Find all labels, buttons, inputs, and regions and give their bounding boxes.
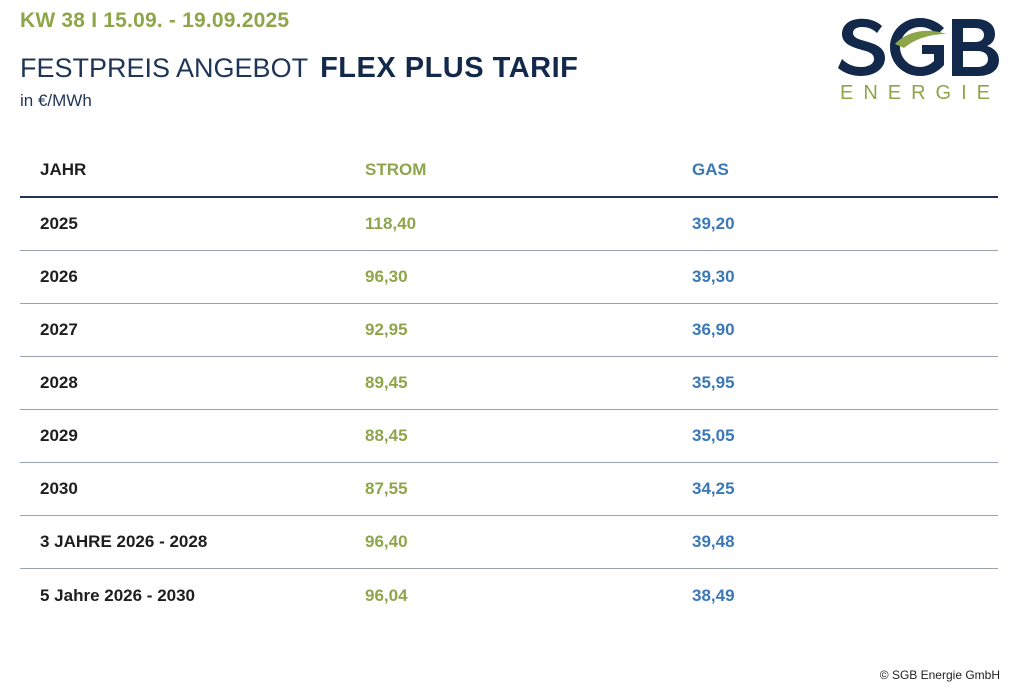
cell-strom: 92,95 — [365, 320, 408, 339]
week-range: KW 38 I 15.09. - 19.09.2025 — [20, 9, 290, 32]
cell-strom: 96,40 — [365, 532, 408, 551]
logo-letter-g-icon — [890, 18, 944, 76]
logo-letter-b-icon — [952, 19, 999, 76]
logo-swoosh-icon — [895, 30, 946, 48]
header-strom: STROM — [365, 160, 427, 179]
cell-gas: 39,48 — [692, 532, 735, 551]
table-row: 5 Jahre 2026 - 2030 96,04 38,49 — [20, 569, 998, 622]
cell-strom: 96,04 — [365, 585, 408, 605]
table-row: 2029 88,45 35,05 — [20, 410, 998, 463]
table-row: 2025 118,40 39,20 — [20, 198, 998, 251]
cell-strom: 88,45 — [365, 426, 408, 445]
cell-strom: 96,30 — [365, 267, 408, 286]
cell-gas: 35,95 — [692, 373, 735, 392]
unit-label: in €/MWh — [20, 91, 92, 110]
cell-year: 5 Jahre 2026 - 2030 — [40, 585, 196, 605]
header-year: JAHR — [40, 160, 87, 179]
table-header-row: JAHR STROM GAS — [20, 144, 998, 198]
table-row: 2027 92,95 36,90 — [20, 304, 998, 357]
cell-gas: 39,20 — [692, 214, 735, 233]
cell-year: 2029 — [40, 426, 78, 445]
cell-gas: 38,49 — [692, 585, 735, 605]
cell-year: 2027 — [40, 320, 78, 339]
header-gas: GAS — [692, 160, 729, 179]
cell-year: 2030 — [40, 479, 78, 498]
cell-strom: 118,40 — [365, 214, 417, 233]
price-table: JAHR STROM GAS 2025 118,40 39,20 2026 96… — [20, 144, 998, 622]
title-offer: FESTPREIS ANGEBOT — [20, 53, 309, 83]
logo-subtitle: ENERGIE — [840, 82, 1000, 104]
cell-gas: 36,90 — [692, 320, 735, 339]
logo-letter-s-icon — [838, 18, 885, 76]
sgb-energie-logo: ENERGIE — [838, 18, 1000, 104]
table-row: 2026 96,30 39,30 — [20, 251, 998, 304]
cell-gas: 35,05 — [692, 426, 735, 445]
cell-strom: 89,45 — [365, 373, 408, 392]
cell-gas: 34,25 — [692, 479, 735, 498]
cell-year: 2026 — [40, 267, 78, 286]
table-row: 2028 89,45 35,95 — [20, 357, 998, 410]
table-row: 3 JAHRE 2026 - 2028 96,40 39,48 — [20, 516, 998, 569]
page-title: FESTPREIS ANGEBOT FLEX PLUS TARIF — [20, 52, 578, 85]
copyright: © SGB Energie GmbH — [879, 668, 1000, 682]
cell-strom: 87,55 — [365, 479, 408, 498]
cell-year: 3 JAHRE 2026 - 2028 — [40, 532, 208, 551]
title-tariff: FLEX PLUS TARIF — [320, 52, 579, 84]
cell-year: 2028 — [40, 373, 78, 392]
cell-gas: 39,30 — [692, 267, 735, 286]
table-row: 2030 87,55 34,25 — [20, 463, 998, 516]
cell-year: 2025 — [40, 214, 78, 233]
